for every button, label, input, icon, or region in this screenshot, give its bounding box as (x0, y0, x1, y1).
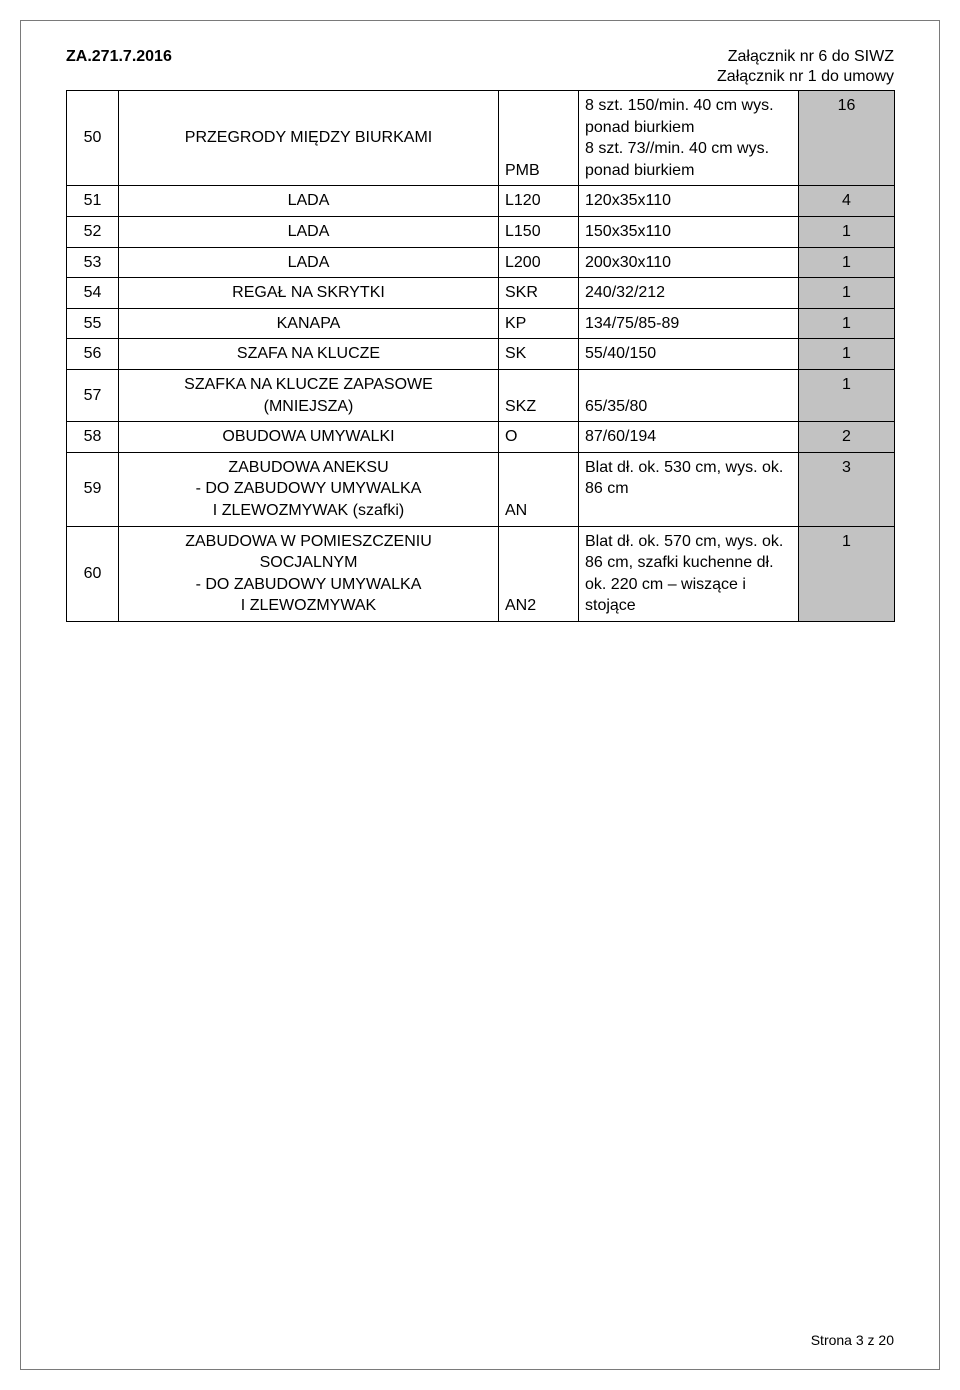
row-number: 51 (67, 186, 119, 217)
row-quantity: 3 (799, 452, 895, 526)
row-code: AN2 (499, 526, 579, 621)
table-row: 60ZABUDOWA W POMIESZCZENIUSOCJALNYM- DO … (67, 526, 895, 621)
row-dimensions: 120x35x110 (579, 186, 799, 217)
row-code: O (499, 422, 579, 453)
attach-1: Załącznik nr 6 do SIWZ (728, 48, 894, 66)
row-number: 54 (67, 278, 119, 309)
row-quantity: 1 (799, 526, 895, 621)
row-description: LADA (119, 247, 499, 278)
row-code: L150 (499, 216, 579, 247)
row-description: PRZEGRODY MIĘDZY BIURKAMI (119, 91, 499, 186)
row-dimensions: 55/40/150 (579, 339, 799, 370)
row-description: LADA (119, 216, 499, 247)
row-number: 59 (67, 452, 119, 526)
row-quantity: 2 (799, 422, 895, 453)
row-number: 50 (67, 91, 119, 186)
row-number: 52 (67, 216, 119, 247)
row-quantity: 1 (799, 339, 895, 370)
row-description: LADA (119, 186, 499, 217)
row-code: AN (499, 452, 579, 526)
table-row: 56SZAFA NA KLUCZESK55/40/1501 (67, 339, 895, 370)
table-row: 51LADAL120120x35x1104 (67, 186, 895, 217)
header-row: ZA.271.7.2016 Załącznik nr 6 do SIWZ (66, 48, 894, 66)
row-description: KANAPA (119, 308, 499, 339)
row-dimensions: 65/35/80 (579, 369, 799, 421)
table-row: 58OBUDOWA UMYWALKIO87/60/1942 (67, 422, 895, 453)
table-row: 57SZAFKA NA KLUCZE ZAPASOWE(MNIEJSZA)SKZ… (67, 369, 895, 421)
row-number: 53 (67, 247, 119, 278)
row-dimensions: 8 szt. 150/min. 40 cm wys. ponad biurkie… (579, 91, 799, 186)
page: ZA.271.7.2016 Załącznik nr 6 do SIWZ Zał… (0, 0, 960, 1390)
row-quantity: 16 (799, 91, 895, 186)
table-row: 59ZABUDOWA ANEKSU- DO ZABUDOWY UMYWALKAI… (67, 452, 895, 526)
row-code: L120 (499, 186, 579, 217)
row-quantity: 1 (799, 247, 895, 278)
row-quantity: 1 (799, 216, 895, 247)
table-row: 53LADAL200200x30x1101 (67, 247, 895, 278)
row-code: SKR (499, 278, 579, 309)
row-dimensions: 134/75/85-89 (579, 308, 799, 339)
row-number: 58 (67, 422, 119, 453)
table-row: 54REGAŁ NA SKRYTKISKR240/32/2121 (67, 278, 895, 309)
attach-2: Załącznik nr 1 do umowy (66, 68, 894, 86)
row-code: SK (499, 339, 579, 370)
row-quantity: 1 (799, 278, 895, 309)
row-number: 57 (67, 369, 119, 421)
row-description: ZABUDOWA W POMIESZCZENIUSOCJALNYM- DO ZA… (119, 526, 499, 621)
row-dimensions: 200x30x110 (579, 247, 799, 278)
row-number: 56 (67, 339, 119, 370)
table-row: 52LADAL150150x35x1101 (67, 216, 895, 247)
doc-ref: ZA.271.7.2016 (66, 48, 172, 66)
row-code: L200 (499, 247, 579, 278)
row-code: PMB (499, 91, 579, 186)
row-description: ZABUDOWA ANEKSU- DO ZABUDOWY UMYWALKAI Z… (119, 452, 499, 526)
main-table: 50PRZEGRODY MIĘDZY BIURKAMIPMB8 szt. 150… (66, 90, 895, 622)
page-footer: Strona 3 z 20 (811, 1332, 894, 1348)
row-description: REGAŁ NA SKRYTKI (119, 278, 499, 309)
row-number: 55 (67, 308, 119, 339)
row-description: SZAFKA NA KLUCZE ZAPASOWE(MNIEJSZA) (119, 369, 499, 421)
row-dimensions: Blat dł. ok. 570 cm, wys. ok. 86 cm, sza… (579, 526, 799, 621)
row-dimensions: 150x35x110 (579, 216, 799, 247)
row-dimensions: Blat dł. ok. 530 cm, wys. ok. 86 cm (579, 452, 799, 526)
table-row: 50PRZEGRODY MIĘDZY BIURKAMIPMB8 szt. 150… (67, 91, 895, 186)
row-code: SKZ (499, 369, 579, 421)
row-quantity: 1 (799, 369, 895, 421)
table-row: 55KANAPAKP134/75/85-891 (67, 308, 895, 339)
row-description: OBUDOWA UMYWALKI (119, 422, 499, 453)
row-quantity: 4 (799, 186, 895, 217)
row-dimensions: 240/32/212 (579, 278, 799, 309)
row-quantity: 1 (799, 308, 895, 339)
row-dimensions: 87/60/194 (579, 422, 799, 453)
row-code: KP (499, 308, 579, 339)
row-description: SZAFA NA KLUCZE (119, 339, 499, 370)
row-number: 60 (67, 526, 119, 621)
